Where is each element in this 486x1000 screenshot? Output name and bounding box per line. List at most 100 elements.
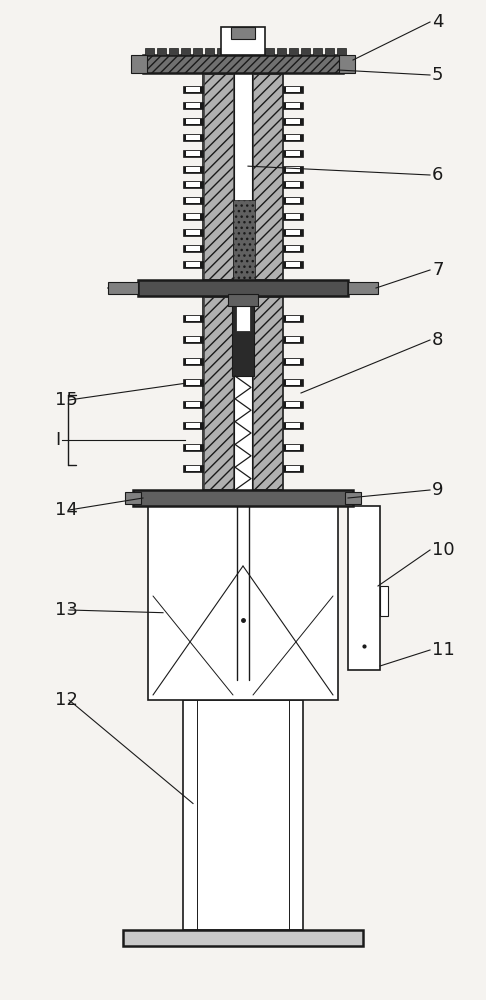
Bar	[253, 48, 262, 55]
Bar	[286, 103, 300, 108]
Bar	[183, 465, 203, 472]
Bar	[183, 213, 203, 220]
Bar	[183, 358, 203, 365]
Bar	[286, 380, 300, 385]
Bar	[186, 262, 200, 267]
Bar	[186, 214, 200, 219]
Bar	[186, 198, 200, 203]
Bar	[286, 119, 300, 124]
Bar	[183, 166, 203, 173]
Bar	[181, 48, 190, 55]
Bar	[183, 118, 203, 125]
Bar	[228, 294, 258, 306]
Bar	[283, 150, 303, 157]
Text: 4: 4	[432, 13, 444, 31]
Bar	[283, 358, 303, 365]
Bar	[186, 466, 200, 471]
Bar	[186, 87, 200, 92]
Bar	[133, 490, 353, 506]
Bar	[286, 198, 300, 203]
Bar	[203, 73, 283, 280]
Bar	[286, 262, 300, 267]
Bar	[125, 492, 141, 504]
Text: I: I	[55, 431, 60, 449]
Text: 14: 14	[55, 501, 78, 519]
Bar	[204, 74, 233, 279]
Bar	[205, 48, 214, 55]
Bar	[348, 282, 378, 294]
Bar	[183, 229, 203, 236]
Bar	[217, 48, 226, 55]
Bar	[193, 48, 202, 55]
Bar	[186, 135, 200, 140]
Bar	[183, 336, 203, 343]
Bar	[283, 315, 303, 322]
Bar	[233, 240, 253, 282]
Text: 10: 10	[432, 541, 454, 559]
Bar	[186, 230, 200, 235]
Bar	[183, 245, 203, 252]
Text: 9: 9	[432, 481, 444, 499]
Bar	[232, 296, 254, 376]
Bar	[325, 48, 334, 55]
Bar	[286, 87, 300, 92]
Bar	[286, 182, 300, 187]
Bar	[286, 466, 300, 471]
Bar	[283, 401, 303, 408]
Bar	[283, 465, 303, 472]
Bar	[253, 297, 282, 489]
Text: 13: 13	[55, 601, 78, 619]
Bar	[286, 402, 300, 407]
Bar	[286, 445, 300, 450]
Bar	[339, 55, 355, 73]
Bar	[286, 151, 300, 156]
Bar	[301, 48, 310, 55]
Bar	[253, 74, 282, 279]
Bar	[345, 492, 361, 504]
Bar	[283, 261, 303, 268]
Bar	[241, 48, 250, 55]
Bar	[131, 55, 147, 73]
Bar	[186, 167, 200, 172]
Bar	[157, 48, 166, 55]
Bar	[283, 245, 303, 252]
Bar	[234, 296, 252, 490]
Bar	[186, 103, 200, 108]
Bar	[183, 181, 203, 188]
Bar	[186, 151, 200, 156]
Bar	[143, 55, 343, 73]
Bar	[186, 119, 200, 124]
Bar	[283, 444, 303, 451]
Bar	[283, 134, 303, 141]
Bar	[313, 48, 322, 55]
Bar	[236, 301, 250, 331]
Bar	[286, 230, 300, 235]
Bar	[203, 296, 283, 490]
Text: 12: 12	[55, 691, 78, 709]
Bar	[183, 379, 203, 386]
Bar	[283, 379, 303, 386]
Bar	[265, 48, 274, 55]
Bar	[108, 282, 138, 294]
Text: 15: 15	[55, 391, 78, 409]
Bar	[283, 181, 303, 188]
Bar	[380, 586, 388, 616]
Bar	[186, 182, 200, 187]
Bar	[183, 86, 203, 93]
Bar	[183, 150, 203, 157]
Bar	[283, 102, 303, 109]
Bar	[286, 167, 300, 172]
Bar	[286, 246, 300, 251]
Bar	[145, 48, 154, 55]
Bar	[204, 297, 233, 489]
Bar	[221, 27, 265, 55]
Bar	[123, 930, 363, 946]
Bar	[283, 166, 303, 173]
Bar	[183, 422, 203, 429]
Bar	[348, 506, 380, 670]
Text: 5: 5	[432, 66, 444, 84]
Bar	[229, 48, 238, 55]
Bar	[186, 423, 200, 428]
Bar	[183, 444, 203, 451]
Bar	[283, 197, 303, 204]
